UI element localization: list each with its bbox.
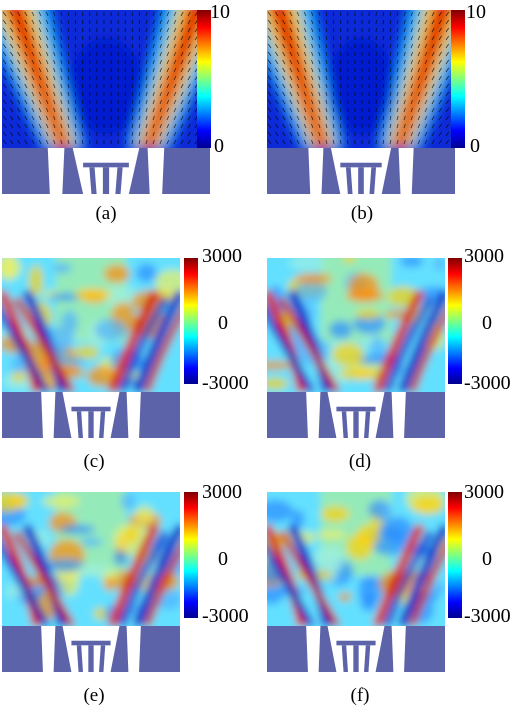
- colorbar-mid-label-d: 0: [482, 312, 492, 334]
- panel-label-c: (c): [83, 451, 105, 472]
- velocity-field-a: [2, 10, 210, 148]
- colorbar-max-label-e: 3000: [202, 481, 242, 503]
- colorbar-min-label-b: 0: [470, 135, 480, 157]
- colorbar-velocity-a: [197, 10, 211, 148]
- nozzle-geometry-e: [2, 626, 180, 672]
- nozzle-geometry-d: [267, 392, 445, 438]
- panel-label-a: (a): [95, 203, 117, 224]
- panel-label-f: (f): [350, 685, 370, 706]
- vorticity-field-c: [2, 258, 180, 392]
- colorbar-max-label-b: 10: [466, 1, 486, 23]
- vorticity-field-f: [267, 492, 445, 626]
- nozzle-geometry-f: [267, 626, 445, 672]
- vorticity-field-d: [267, 258, 445, 392]
- colorbar-min-label-c: -3000: [202, 372, 249, 394]
- colorbar-velocity-b: [451, 10, 465, 148]
- colorbar-mid-label-e: 0: [218, 548, 228, 570]
- nozzle-geometry-a: [2, 148, 210, 194]
- colorbar-min-label-d: -3000: [464, 372, 511, 394]
- nozzle-geometry-c: [2, 392, 180, 438]
- panel-label-e: (e): [83, 685, 105, 706]
- colorbar-max-label-c: 3000: [202, 245, 242, 267]
- colorbar-max-label-d: 3000: [464, 245, 504, 267]
- colorbar-vorticity-f: [448, 492, 462, 618]
- colorbar-min-label-a: 0: [214, 135, 224, 157]
- colorbar-min-label-f: -3000: [464, 605, 511, 627]
- colorbar-mid-label-f: 0: [482, 548, 492, 570]
- panel-label-b: (b): [350, 203, 374, 224]
- colorbar-vorticity-e: [184, 492, 198, 618]
- colorbar-min-label-e: -3000: [202, 605, 249, 627]
- velocity-field-b: [267, 10, 455, 148]
- nozzle-geometry-b: [267, 148, 455, 194]
- panel-label-d: (d): [348, 451, 372, 472]
- colorbar-vorticity-d: [448, 258, 462, 384]
- vorticity-field-e: [2, 492, 180, 626]
- colorbar-max-label-a: 10: [210, 1, 230, 23]
- colorbar-mid-label-c: 0: [218, 312, 228, 334]
- colorbar-vorticity-c: [184, 258, 198, 384]
- colorbar-max-label-f: 3000: [464, 481, 504, 503]
